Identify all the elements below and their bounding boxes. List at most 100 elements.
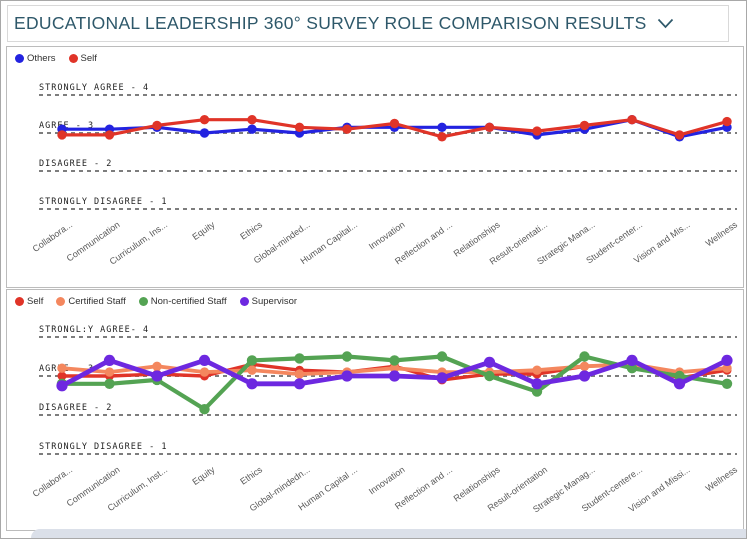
data-point[interactable]: [342, 124, 352, 134]
data-point[interactable]: [246, 378, 258, 390]
data-point[interactable]: [294, 353, 305, 364]
data-point[interactable]: [626, 363, 638, 374]
data-point[interactable]: [57, 371, 67, 381]
data-point[interactable]: [199, 367, 210, 377]
next-visual-top-edge: [31, 529, 746, 538]
data-point[interactable]: [674, 370, 685, 382]
data-point[interactable]: [199, 404, 210, 415]
legend-item-self[interactable]: Self: [15, 296, 43, 307]
category-label: Ethics: [238, 219, 264, 242]
gridline-label: STRONGL:Y AGREE- 4: [39, 325, 149, 335]
page-title: EDUCATIONAL LEADERSHIP 360° SURVEY ROLE …: [14, 13, 647, 33]
data-point[interactable]: [389, 363, 400, 373]
data-point[interactable]: [722, 363, 732, 373]
data-point[interactable]: [532, 126, 542, 136]
data-point[interactable]: [436, 372, 448, 384]
data-point[interactable]: [437, 132, 447, 142]
data-point[interactable]: [57, 363, 67, 373]
data-point[interactable]: [199, 128, 210, 138]
legend-dot-icon: [239, 297, 249, 306]
data-point[interactable]: [247, 115, 257, 125]
data-point[interactable]: [389, 355, 400, 366]
legend-label: Others: [27, 53, 56, 64]
data-point[interactable]: [57, 130, 67, 140]
data-point[interactable]: [293, 378, 306, 390]
legend-dot-icon: [15, 297, 24, 306]
category-label: Collabora...: [31, 219, 74, 254]
chart1-legend: Others Self: [15, 53, 97, 64]
others-vs-self-line-chart: STRONGLY AGREE - 4 AGREE - 3 DISAGREE - 2 S…: [31, 83, 740, 267]
category-label: Ethics: [238, 464, 264, 487]
gridline-label: STRONGLY AGREE - 4: [39, 83, 149, 93]
data-point[interactable]: [579, 361, 590, 371]
data-point[interactable]: [531, 386, 543, 397]
others-vs-self-line-chart-panel: Others Self STRONGLY AGREE - 4 AGREE - 3 DI…: [6, 46, 744, 288]
category-label: Innovation: [367, 219, 407, 251]
data-point[interactable]: [198, 354, 211, 366]
data-point[interactable]: [674, 130, 685, 140]
legend-item-supervisor[interactable]: Supervisor: [239, 296, 298, 307]
data-point[interactable]: [532, 365, 542, 375]
data-point[interactable]: [627, 115, 637, 125]
category-label: Collabora...: [31, 464, 74, 499]
legend-label: Certified Staff: [68, 296, 126, 307]
legend-label: Self: [27, 296, 44, 307]
gridline-label: STRONGLY DISAGREE - 1: [39, 442, 167, 452]
legend-item-others[interactable]: Others: [15, 53, 56, 64]
data-point[interactable]: [579, 120, 590, 131]
data-point[interactable]: [104, 367, 115, 377]
chart2-legend: Self Certified Staff Non-certified Staff Su…: [15, 296, 297, 307]
data-point[interactable]: [103, 354, 116, 366]
data-point[interactable]: [436, 351, 448, 362]
data-point[interactable]: [294, 122, 305, 132]
data-point[interactable]: [437, 122, 447, 132]
gridline-label: DISAGREE - 2: [39, 403, 112, 413]
gridline-label: STRONGLY DISAGREE - 1: [39, 197, 167, 207]
data-point[interactable]: [104, 378, 115, 389]
data-point[interactable]: [56, 380, 68, 392]
category-label: Innovation: [367, 464, 407, 496]
data-point[interactable]: [579, 351, 590, 362]
legend-item-certified-staff[interactable]: Certified Staff: [56, 296, 126, 307]
data-point[interactable]: [246, 355, 258, 366]
data-point[interactable]: [578, 370, 591, 382]
data-point[interactable]: [247, 124, 257, 134]
category-label: Equity: [190, 464, 217, 487]
legend-dot-icon: [56, 297, 66, 306]
chevron-down-icon[interactable]: [657, 18, 674, 29]
data-point[interactable]: [104, 130, 115, 140]
category-label: Wellness: [704, 464, 740, 493]
data-point[interactable]: [152, 361, 162, 371]
data-point[interactable]: [341, 351, 353, 362]
data-point[interactable]: [484, 122, 495, 132]
legend-item-non-certified-staff[interactable]: Non-certified Staff: [138, 296, 227, 307]
legend-dot-icon: [138, 297, 148, 306]
data-point[interactable]: [626, 354, 638, 366]
data-point[interactable]: [721, 354, 733, 366]
data-point[interactable]: [531, 378, 543, 390]
legend-label: Supervisor: [251, 296, 298, 307]
data-point[interactable]: [341, 370, 353, 382]
data-point[interactable]: [483, 356, 496, 368]
data-point[interactable]: [673, 378, 686, 390]
gridline-label: DISAGREE - 2: [39, 159, 112, 169]
data-point[interactable]: [389, 118, 400, 129]
data-point[interactable]: [388, 370, 401, 382]
data-point[interactable]: [294, 369, 305, 379]
data-point[interactable]: [247, 365, 257, 375]
data-point[interactable]: [484, 370, 495, 382]
legend-dot-icon: [68, 54, 78, 63]
legend-label: Self: [80, 53, 97, 64]
legend-item-self[interactable]: Self: [68, 53, 97, 64]
category-label: Wellness: [704, 219, 740, 248]
data-point[interactable]: [722, 116, 732, 127]
data-point[interactable]: [721, 378, 733, 389]
report-title-bar: EDUCATIONAL LEADERSHIP 360° SURVEY ROLE …: [7, 5, 729, 42]
category-label: Equity: [190, 219, 217, 242]
data-point[interactable]: [199, 115, 210, 125]
legend-dot-icon: [15, 54, 24, 63]
data-point[interactable]: [151, 370, 163, 382]
data-point[interactable]: [152, 120, 162, 131]
